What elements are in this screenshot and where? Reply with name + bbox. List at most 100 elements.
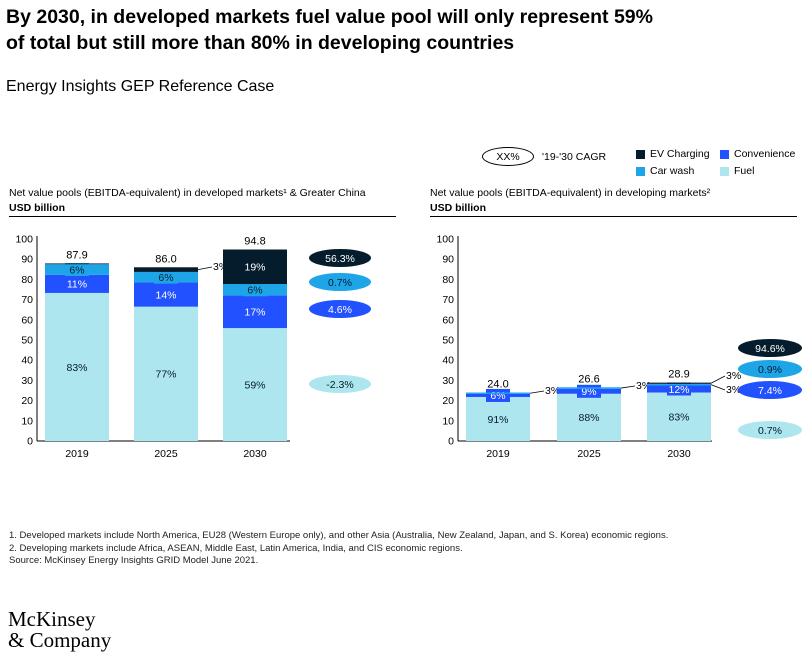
legend-item-fuel: Fuel [720, 165, 804, 177]
right-bar-2025-fuel [557, 393, 621, 441]
legend-swatch-car-wash [636, 166, 645, 176]
right-leader-2025-car_wash [620, 385, 636, 389]
right-x-tick-2030: 2030 [667, 448, 691, 460]
right-label-2019-car_wash: 3% [545, 385, 560, 397]
footnote-1: 1. Developed markets include North Ameri… [9, 530, 669, 541]
right-label-2019-fuel: 91% [487, 414, 508, 426]
right-bar-2019-car_wash [466, 392, 530, 394]
right-cagr-label-convenience: 7.4% [758, 385, 782, 397]
right-label-2019-convenience: 6% [490, 390, 505, 402]
left-y-tick-70: 70 [21, 294, 33, 306]
left-label-2025-convenience: 14% [155, 289, 176, 301]
right-label-bg-2019-convenience [486, 388, 510, 402]
right-label-2025-fuel: 88% [578, 412, 599, 424]
right-panel-rule [430, 216, 797, 217]
page-subtitle: Energy Insights GEP Reference Case [6, 78, 275, 95]
right-panel-title: Net value pools (EBITDA-equivalent) in d… [430, 186, 710, 216]
left-bar-2019-convenience [45, 274, 109, 293]
left-bar-2025-convenience [134, 282, 198, 307]
right-leader-2019-car_wash [529, 390, 545, 394]
left-cagr-label-car_wash: 0.7% [328, 277, 352, 289]
left-cagr-ellipse-fuel [309, 375, 371, 393]
cagr-key-label: '19-'30 CAGR [542, 150, 607, 163]
mckinsey-logo: McKinsey & Company [8, 609, 111, 651]
left-bar-2030-fuel [223, 328, 287, 441]
left-x-tick-2025: 2025 [154, 448, 178, 460]
right-leader-2030-car_wash [710, 384, 726, 391]
right-bar-2030-ev_charging [647, 382, 711, 384]
right-bar-2025-car_wash [557, 387, 621, 389]
right-total-2025: 26.6 [578, 373, 599, 385]
right-y-tick-70: 70 [442, 294, 454, 306]
right-y-tick-100: 100 [436, 234, 454, 246]
left-bar-2019-fuel [45, 292, 109, 441]
left-y-tick-50: 50 [21, 335, 33, 347]
right-label-2030-convenience: 12% [668, 384, 689, 396]
left-y-tick-80: 80 [21, 274, 33, 286]
right-cagr-ellipse-car_wash [738, 360, 802, 378]
left-cagr-ellipse-car_wash [309, 273, 371, 291]
left-label-2030-car_wash: 6% [247, 285, 262, 297]
left-y-tick-100: 100 [15, 234, 33, 246]
series-legend: EV Charging Convenience Car wash Fuel [636, 148, 804, 177]
left-label-2019-car_wash: 6% [69, 264, 84, 276]
right-label-2025-convenience: 9% [581, 386, 596, 398]
left-x-tick-2030: 2030 [243, 448, 267, 460]
left-y-tick-30: 30 [21, 375, 33, 387]
cagr-key-ellipse: XX% [482, 147, 534, 166]
legend-swatch-fuel [720, 166, 729, 176]
right-y-tick-20: 20 [442, 395, 454, 407]
right-cagr-label-car_wash: 0.9% [758, 364, 782, 376]
right-bar-2030-fuel [647, 392, 711, 441]
page-title-line-1: By 2030, in developed markets fuel value… [6, 6, 653, 28]
legend-swatch-ev-charging [636, 149, 645, 159]
left-cagr-ellipse-ev_charging [309, 249, 371, 267]
right-y-tick-10: 10 [442, 415, 454, 427]
right-cagr-ellipse-convenience [738, 381, 802, 399]
left-y-tick-60: 60 [21, 314, 33, 326]
left-total-2019: 87.9 [66, 249, 87, 261]
footnotes: 1. Developed markets include North Ameri… [9, 530, 668, 568]
left-chart-unit: USD billion [9, 202, 65, 214]
left-bar-2025-fuel [134, 306, 198, 441]
left-label-bg-2025-car_wash [154, 270, 178, 284]
left-y-tick-90: 90 [21, 254, 33, 266]
logo-line-2: & Company [8, 628, 112, 652]
left-chart-title: Net value pools (EBITDA-equivalent) in d… [9, 187, 366, 199]
left-bar-2030-ev_charging [223, 249, 287, 285]
left-label-2019-convenience: 11% [67, 279, 87, 291]
footnote-source: Source: McKinsey Energy Insights GRID Mo… [9, 555, 259, 566]
right-y-tick-50: 50 [442, 335, 454, 347]
right-label-bg-2030-convenience [667, 382, 691, 396]
right-bar-2019-fuel [466, 396, 530, 441]
right-leader-2030-ev_charging [710, 375, 726, 384]
left-cagr-ellipse-convenience [309, 300, 371, 318]
left-panel-rule [9, 216, 396, 217]
right-cagr-ellipse-fuel [738, 421, 802, 439]
legend-item-ev-charging: EV Charging [636, 148, 720, 160]
right-y-tick-40: 40 [442, 355, 454, 367]
left-label-bg-2030-car_wash [243, 283, 267, 297]
right-label-2030-car_wash: 3% [726, 384, 741, 396]
right-y-tick-80: 80 [442, 274, 454, 286]
right-label-2030-ev_charging: 3% [726, 370, 741, 382]
right-chart-title: Net value pools (EBITDA-equivalent) in d… [430, 187, 711, 199]
left-label-2025-fuel: 77% [155, 369, 176, 381]
left-label-bg-2019-car_wash [65, 263, 89, 277]
legend-item-car-wash: Car wash [636, 165, 720, 177]
page-title-line-2: of total but still more than 80% in deve… [6, 32, 515, 54]
left-y-tick-20: 20 [21, 395, 33, 407]
left-bar-2019-ev_charging [45, 263, 109, 265]
page-title: By 2030, in developed markets fuel value… [6, 4, 796, 56]
left-cagr-label-convenience: 4.6% [328, 304, 352, 316]
left-y-tick-40: 40 [21, 355, 33, 367]
right-cagr-label-fuel: 0.7% [758, 425, 782, 437]
footnote-2: 2. Developing markets include Africa, AS… [9, 542, 463, 554]
left-y-tick-10: 10 [21, 415, 33, 427]
right-x-tick-2025: 2025 [577, 448, 601, 460]
right-cagr-ellipse-ev_charging [738, 339, 802, 357]
left-x-tick-2019: 2019 [65, 448, 89, 460]
left-leader-2025-ev_charging [197, 266, 213, 270]
legend-label-fuel: Fuel [734, 165, 755, 177]
